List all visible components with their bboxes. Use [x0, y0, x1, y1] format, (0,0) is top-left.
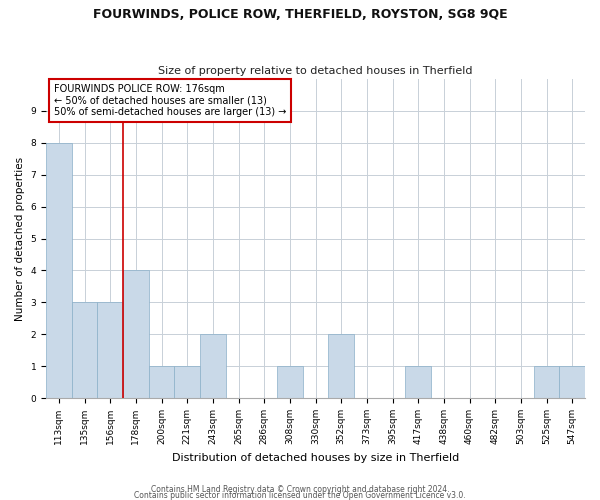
Title: Size of property relative to detached houses in Therfield: Size of property relative to detached ho…: [158, 66, 473, 76]
Bar: [175, 366, 200, 398]
Text: Contains HM Land Registry data © Crown copyright and database right 2024.: Contains HM Land Registry data © Crown c…: [151, 484, 449, 494]
Bar: [71, 302, 97, 398]
Bar: [123, 270, 149, 398]
Bar: [406, 366, 431, 398]
X-axis label: Distribution of detached houses by size in Therfield: Distribution of detached houses by size …: [172, 452, 459, 462]
Bar: [97, 302, 123, 398]
Bar: [46, 143, 71, 398]
Bar: [328, 334, 354, 398]
Bar: [559, 366, 585, 398]
Text: FOURWINDS POLICE ROW: 176sqm
← 50% of detached houses are smaller (13)
50% of se: FOURWINDS POLICE ROW: 176sqm ← 50% of de…: [54, 84, 286, 117]
Bar: [200, 334, 226, 398]
Bar: [149, 366, 175, 398]
Text: Contains public sector information licensed under the Open Government Licence v3: Contains public sector information licen…: [134, 490, 466, 500]
Y-axis label: Number of detached properties: Number of detached properties: [15, 156, 25, 320]
Bar: [533, 366, 559, 398]
Bar: [277, 366, 302, 398]
Text: FOURWINDS, POLICE ROW, THERFIELD, ROYSTON, SG8 9QE: FOURWINDS, POLICE ROW, THERFIELD, ROYSTO…: [92, 8, 508, 20]
